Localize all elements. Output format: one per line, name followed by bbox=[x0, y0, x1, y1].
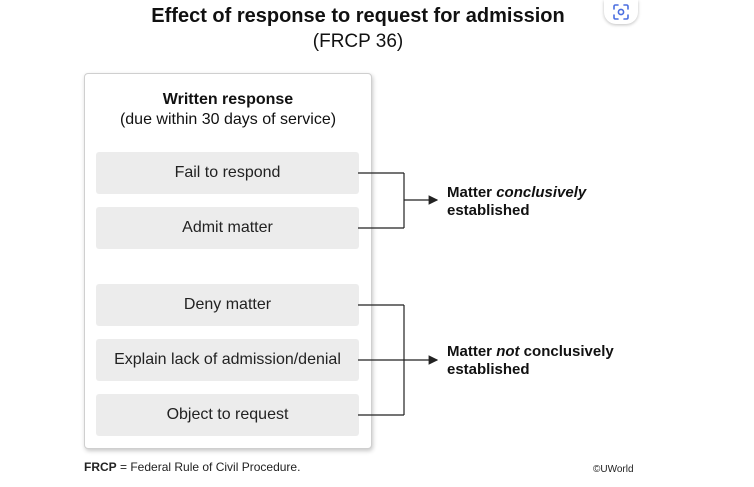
result-conclusively-established: Matter conclusively established bbox=[447, 184, 587, 219]
panel-heading-subtitle: (due within 30 days of service) bbox=[119, 111, 337, 128]
panel-heading: Written response (due within 30 days of … bbox=[85, 90, 371, 130]
option-explain-lack: Explain lack of admission/denial bbox=[96, 339, 359, 381]
footnote-text: = Federal Rule of Civil Procedure. bbox=[116, 460, 301, 474]
option-deny-matter: Deny matter bbox=[96, 284, 359, 326]
written-response-panel: Written response (due within 30 days of … bbox=[84, 73, 372, 449]
copyright: ©UWorld bbox=[593, 464, 634, 475]
result-emphasis: not bbox=[496, 343, 520, 360]
visual-search-button[interactable] bbox=[604, 0, 638, 24]
result-emphasis: conclusively bbox=[496, 184, 587, 201]
option-object-to-request: Object to request bbox=[96, 394, 359, 436]
option-fail-to-respond: Fail to respond bbox=[96, 152, 359, 194]
result-not-conclusively-established: Matter not conclusively established bbox=[447, 343, 614, 378]
footnote-abbr: FRCP bbox=[84, 460, 117, 474]
lens-search-icon bbox=[613, 4, 629, 20]
panel-heading-title: Written response bbox=[162, 91, 294, 108]
diagram-title: Effect of response to request for admiss… bbox=[151, 5, 565, 27]
diagram-subtitle: (FRCP 36) bbox=[312, 31, 404, 52]
footnote: FRCP = Federal Rule of Civil Procedure. bbox=[84, 460, 300, 474]
option-admit-matter: Admit matter bbox=[96, 207, 359, 249]
